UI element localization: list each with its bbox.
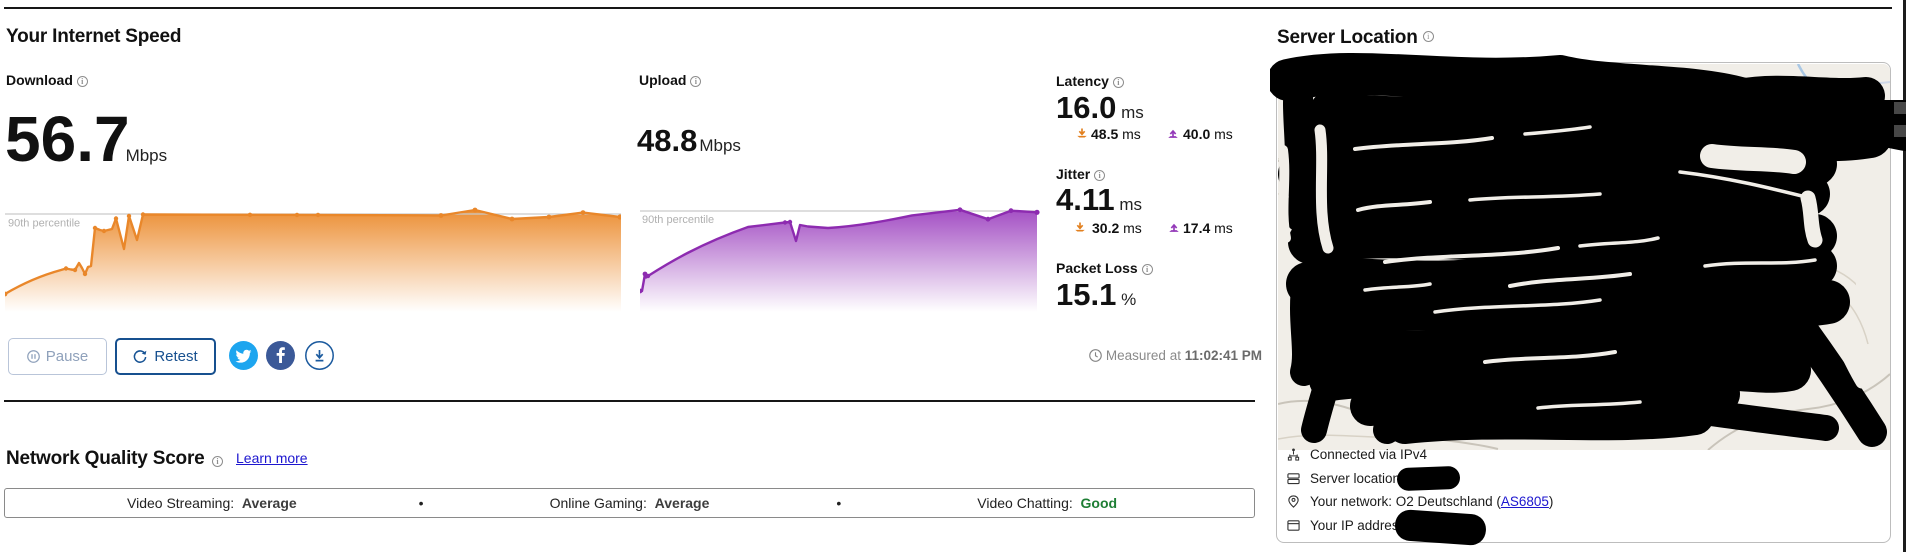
svg-text:90th percentile: 90th percentile — [8, 218, 80, 230]
svg-text:90th percentile: 90th percentile — [642, 214, 714, 226]
